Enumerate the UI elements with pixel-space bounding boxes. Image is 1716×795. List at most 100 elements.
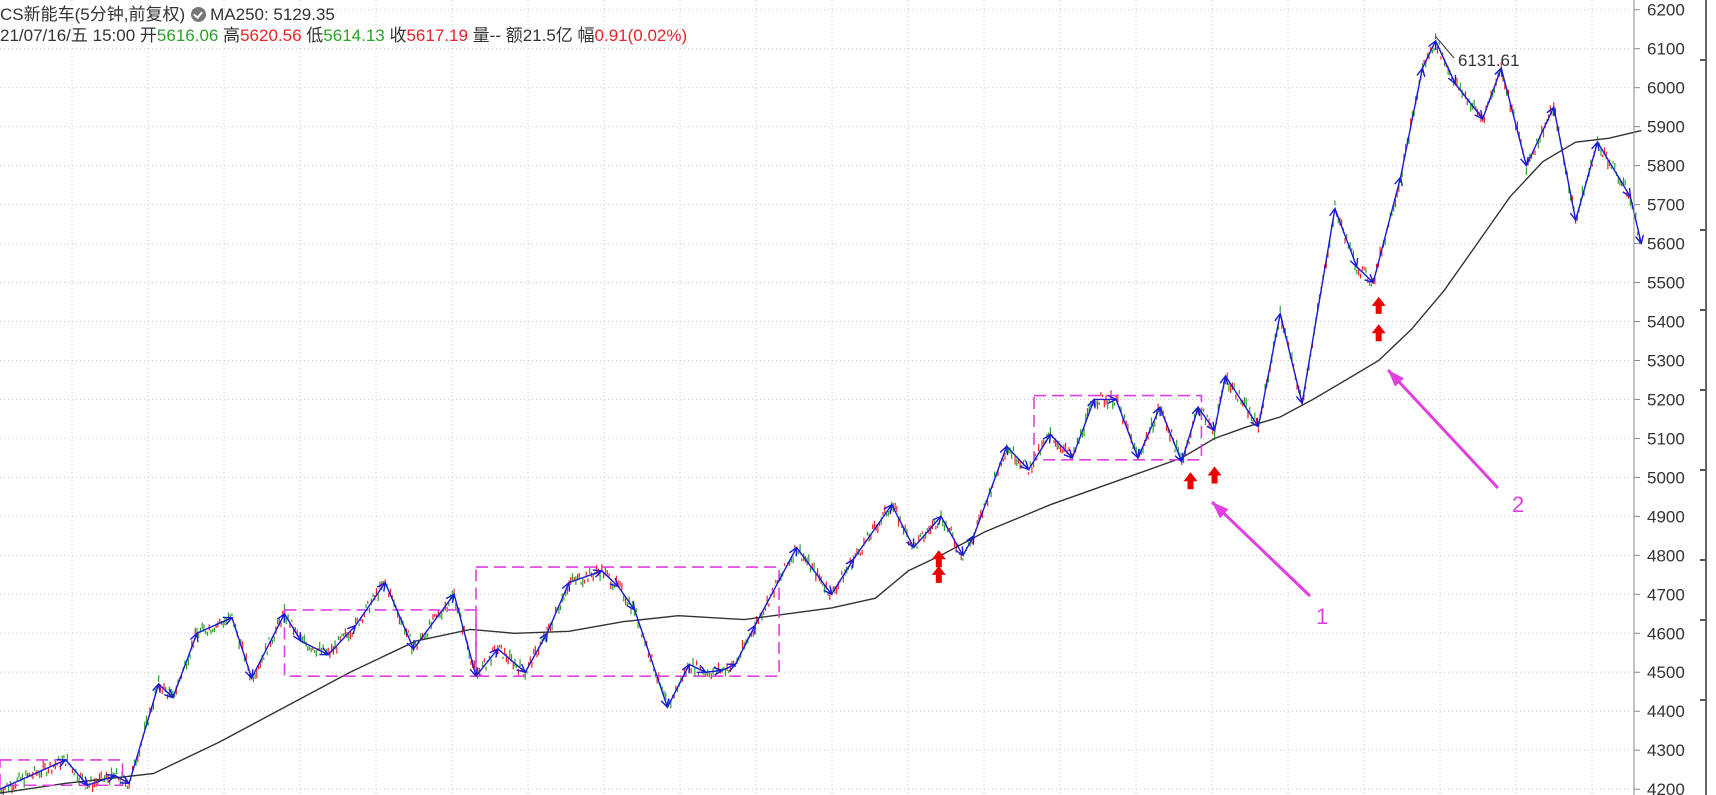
zigzag-arrowhead — [1063, 449, 1074, 460]
peak-leader-line — [1435, 36, 1455, 59]
zigzag-segment — [962, 535, 975, 556]
zigzag-segment — [1596, 141, 1631, 198]
zigzag-segment — [413, 593, 455, 650]
zigzag-segment — [705, 669, 723, 673]
pointer-1-head — [1212, 502, 1229, 519]
up-arrow-icon — [1371, 296, 1386, 314]
y-tick-label: 5000 — [1647, 468, 1685, 487]
buy-arrows — [931, 296, 1386, 583]
y-tick-label: 5900 — [1647, 118, 1685, 137]
zigzag-segment — [1525, 106, 1555, 166]
zigzag-segment — [913, 515, 942, 548]
zigzag-segment — [940, 516, 964, 556]
zigzag-segment — [1181, 407, 1199, 463]
zigzag-arrowhead — [1042, 433, 1052, 444]
peak-price-label: 6131.61 — [1458, 51, 1519, 70]
zigzag-arrowhead — [1349, 257, 1359, 269]
pointer-2-line — [1386, 368, 1500, 490]
zigzag-arrowhead — [1635, 234, 1644, 246]
zigzag-segment — [327, 624, 357, 656]
up-arrow-icon — [931, 550, 946, 568]
y-tick-label: 4800 — [1647, 546, 1685, 565]
zigzag-segment — [734, 625, 756, 665]
zigzag-segment — [830, 558, 855, 595]
zigzag-arrowhead — [681, 662, 691, 674]
check-icon — [191, 7, 207, 22]
up-arrow-icon — [1183, 472, 1198, 490]
y-tick-label: 5800 — [1647, 157, 1685, 176]
zigzag-segment — [475, 648, 499, 677]
y-tick-label: 4500 — [1647, 663, 1685, 682]
y-tick-label: 5200 — [1647, 390, 1685, 409]
y-tick-label: 5100 — [1647, 429, 1685, 448]
y-tick-label: 4300 — [1647, 741, 1685, 760]
zigzag-segment — [196, 617, 233, 634]
zigzag-arrowhead — [79, 776, 89, 787]
zigzag-segment — [0, 759, 66, 790]
zigzag-arrowhead — [1474, 109, 1484, 121]
zigzag-arrowhead — [609, 577, 620, 588]
zigzag-segment — [1334, 208, 1358, 268]
close-label: 收 — [389, 26, 407, 45]
zigzag-arrowhead — [1591, 140, 1600, 152]
zigzag-line — [0, 36, 1644, 790]
zigzag-arrowhead — [788, 546, 798, 557]
zigzag-segment — [87, 774, 116, 786]
zigzag-segment — [158, 683, 174, 699]
zigzag-segment — [1213, 375, 1227, 431]
zigzag-segment — [1356, 266, 1374, 284]
consolidation-boxes — [0, 394, 1203, 787]
zigzag-arrowhead — [406, 639, 415, 651]
zigzag-segment — [453, 594, 477, 677]
zigzag-segment — [1301, 208, 1336, 404]
y-tick-label: 4200 — [1647, 780, 1685, 795]
ma250-line — [0, 129, 1642, 794]
y-tick-label: 6200 — [1647, 1, 1685, 20]
consolidation-box — [1033, 394, 1203, 461]
y-tick-label: 4400 — [1647, 702, 1685, 721]
change-label: 幅 — [577, 26, 595, 45]
zigzag-segment — [283, 613, 302, 642]
high-label: 高 — [223, 26, 241, 45]
zigzag-segment — [1629, 196, 1642, 244]
y-tick-label: 4600 — [1647, 624, 1685, 643]
annotation-marker-2: 2 — [1512, 492, 1524, 517]
annotation-marker-1: 1 — [1316, 604, 1328, 629]
zigzag-arrowhead — [1494, 66, 1503, 78]
change-value: 0.91(0.02%) — [594, 26, 688, 45]
y-tick-label: 5600 — [1647, 235, 1685, 254]
candlesticks — [0, 33, 1641, 795]
zigzag-segment — [891, 504, 915, 548]
zigzag-segment — [1197, 406, 1216, 432]
zigzag-segment — [497, 648, 526, 673]
y-tick-label: 6100 — [1647, 40, 1685, 59]
zigzag-segment — [65, 759, 89, 786]
y-tick-label: 4700 — [1647, 585, 1685, 604]
chart-title: CS新能车(5分钟,前复权) — [0, 5, 186, 24]
y-axis: 4200 4300 4400 4500 4600 4700 4800 4900 5000 5100… — [1633, 0, 1707, 795]
grid-lines — [0, 0, 1632, 795]
zigzag-segment — [1115, 399, 1139, 459]
zigzag-segment — [666, 664, 690, 708]
y-tick-label: 5400 — [1647, 313, 1685, 332]
y-tick-label: 5300 — [1647, 351, 1685, 370]
zigzag-segment — [524, 632, 548, 673]
y-tick-label: 5700 — [1647, 196, 1685, 215]
zigzag-segment — [1399, 68, 1424, 178]
zigzag-segment — [1257, 313, 1281, 427]
volume-value: 量-- — [472, 26, 506, 45]
zigzag-segment — [1137, 406, 1161, 459]
zigzag-segment — [546, 582, 570, 634]
pointer-arrows — [1210, 368, 1500, 598]
zigzag-segment — [355, 582, 386, 626]
zigzag-segment — [568, 570, 603, 584]
zigzag-arrowhead — [1107, 394, 1118, 405]
zigzag-segment — [754, 547, 798, 626]
ohlc-info-bar: 21/07/16/五 15:00 开5616.06 高5620.56 低5614… — [0, 21, 687, 46]
zigzag-segment — [231, 617, 253, 679]
up-arrow-icon — [1207, 466, 1222, 484]
zigzag-segment — [689, 663, 707, 673]
zigzag-arrowhead — [1428, 39, 1437, 50]
open-label: 开 — [139, 26, 157, 45]
